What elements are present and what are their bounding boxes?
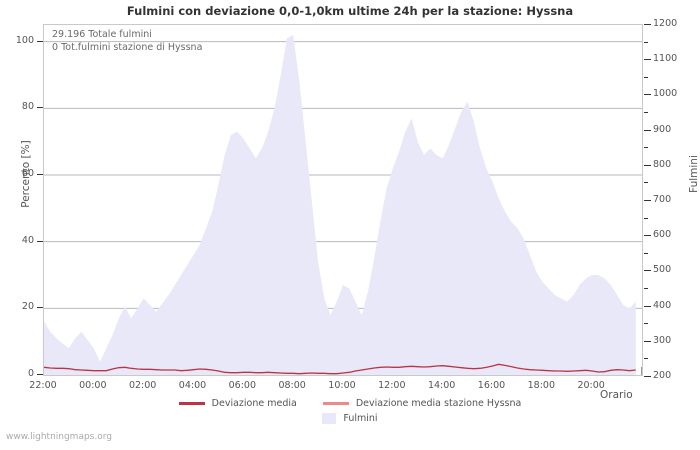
y-axis-right-tick-label: 800 [653,158,672,170]
y-axis-right-tick-mark [644,129,651,131]
legend-line-swatch [178,402,205,405]
y-axis-left-tick-mark [37,307,43,309]
plot-area [43,24,643,376]
y-axis-right-tick-mark [644,340,651,342]
site-credit: www.lightningmaps.org [6,432,112,442]
y-axis-right-tick-minor [644,76,648,78]
gridlines [44,41,642,309]
legend-item[interactable]: Deviazione media [178,398,297,409]
series-area-fulmini [44,35,636,375]
chart-legend: Deviazione media Deviazione media stazion… [0,396,700,426]
annotation-block: 29.196 Totale fulmini 0 Tot.fulmini staz… [52,28,202,54]
y-axis-right-tick-mark [644,164,651,166]
y-axis-right-tick-label: 1200 [653,18,678,29]
y-axis-right-tick-minor [644,217,648,219]
y-axis-left-tick-mark [37,374,43,375]
y-axis-left-tick-label: 0 [27,368,34,379]
legend-row-primary: Deviazione media Deviazione media stazion… [0,396,700,411]
y-axis-right-tick-minor [644,323,648,325]
x-axis-tick-label: 00:00 [79,380,107,391]
x-axis-tick-label: 06:00 [228,380,257,391]
x-axis-tick-label: 12:00 [378,380,406,391]
x-axis-tick-label: 02:00 [128,380,157,391]
y-axis-right-tick-mark [644,94,651,96]
y-axis-right-tick-mark [644,305,651,307]
y-axis-right-title: Fulmini [688,155,700,193]
y-axis-left-tick-mark [37,174,43,175]
x-axis-tick-label: 08:00 [278,380,306,391]
y-axis-right-tick-minor [644,112,648,113]
y-axis-right-tick-minor [644,288,648,289]
y-axis-right-tick-label: 300 [653,334,672,346]
legend-item-label: Deviazione media [211,398,297,409]
x-axis-tick-label: 18:00 [527,380,556,391]
y-axis-left-tick-mark [37,240,43,242]
y-axis-right-tick-label: 200 [653,370,672,381]
y-axis-right-tick-minor [644,182,648,184]
x-axis-tick-label: 04:00 [178,380,207,391]
legend-item-label: Fulmini [343,413,378,424]
y-axis-left-tick-label: 100 [15,34,34,46]
x-axis-tick-label: 16:00 [477,380,506,391]
x-axis-tick-label: 14:00 [427,380,456,391]
y-axis-left-tick-label: 40 [21,234,34,246]
y-axis-right-tick-mark [644,235,651,237]
annotation-station-strikes: 0 Tot.fulmini stazione di Hyssna [52,42,203,53]
y-axis-right-tick-minor [644,41,648,43]
y-axis-right-tick-mark [644,270,651,272]
legend-item[interactable]: Deviazione media stazione Hyssna [322,398,522,409]
legend-item[interactable]: Fulmini [322,413,378,424]
y-axis-right-tick-label: 400 [653,299,672,311]
series-line-deviazione-media [44,363,636,375]
x-axis-tick-label: 22:00 [29,380,57,391]
y-axis-left-tick-mark [37,107,43,109]
y-axis-right-tick-minor [644,358,648,360]
y-axis-right-tick-mark [644,24,651,25]
legend-item-label: Deviazione media stazione Hyssna [355,398,522,409]
y-axis-right-tick-label: 600 [653,229,672,241]
page-title: Fulmini con deviazione 0,0-1,0km ultime … [126,4,574,18]
chart-canvas [44,35,642,375]
legend-row-secondary: Fulmini [0,411,700,426]
y-axis-right-tick-mark [644,200,651,201]
x-axis-tick-label: 20:00 [577,380,605,391]
y-axis-right-tick-mark [644,59,651,61]
y-axis-right-tick-minor [644,147,648,149]
legend-line-swatch [322,402,349,405]
x-axis-title: Orario [600,389,633,401]
annotation-total-strikes: 29.196 Totale fulmini [52,29,152,40]
y-axis-right-tick-label: 700 [653,194,672,205]
y-axis-right-tick-label: 900 [653,123,672,135]
y-axis-right-tick-label: 1100 [653,53,678,65]
y-axis-left-tick-label: 20 [21,301,34,313]
x-axis-tick-label: 10:00 [328,380,356,391]
y-axis-left-title: Percento [%] [20,140,32,208]
y-axis-right-tick-label: 1000 [653,88,678,100]
legend-area-swatch [322,413,337,424]
y-axis-left-tick-label: 60 [21,168,34,179]
y-axis-left-tick-mark [37,40,43,42]
y-axis-right-tick-label: 500 [653,264,672,276]
y-axis-right-tick-mark [644,376,651,377]
y-axis-left-tick-label: 80 [21,101,34,113]
y-axis-right-tick-minor [644,252,648,254]
